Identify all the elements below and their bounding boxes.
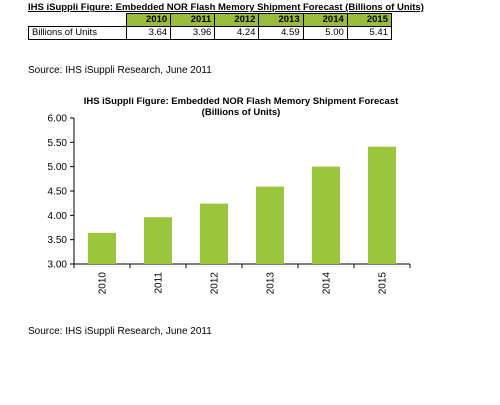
y-tick-label: 4.50	[48, 187, 68, 198]
table-cell: 5.41	[346, 26, 393, 40]
y-tick-label: 3.50	[48, 235, 68, 246]
table-title: IHS iSuppli Figure: Embedded NOR Flash M…	[28, 2, 424, 13]
y-tick-label: 4.00	[48, 211, 68, 222]
source-note-bottom: Source: IHS iSuppli Research, June 2011	[28, 326, 212, 337]
table-cell: 3.96	[170, 26, 216, 40]
x-tick-label: 2011	[154, 272, 165, 294]
x-tick-label: 2015	[378, 272, 389, 295]
bar	[200, 203, 228, 264]
bar	[88, 232, 116, 264]
x-tick-label: 2014	[322, 272, 333, 295]
y-tick-label: 5.50	[48, 138, 68, 149]
bar	[256, 186, 284, 264]
data-table: 2010 2011 2012 2013 2014 2015 Billions o…	[28, 13, 393, 40]
x-tick-label: 2010	[98, 272, 109, 295]
chart-title: IHS iSuppli Figure: Embedded NOR Flash M…	[84, 96, 399, 107]
y-tick-label: 5.00	[48, 162, 68, 173]
table-header-row: 2010 2011 2012 2013 2014 2015	[28, 13, 393, 27]
year-header: 2010	[125, 13, 172, 27]
table-cell: 5.00	[302, 26, 348, 40]
source-note-top: Source: IHS iSuppli Research, June 2011	[28, 65, 212, 76]
year-header: 2011	[170, 13, 216, 27]
x-tick-label: 2012	[210, 272, 221, 295]
bar	[144, 217, 172, 264]
chart-subtitle: (Billions of Units)	[202, 107, 281, 118]
year-header: 2015	[346, 13, 393, 27]
y-tick-label: 3.00	[48, 260, 68, 271]
y-tick-label: 6.00	[48, 114, 68, 125]
year-header: 2014	[302, 13, 348, 27]
table-row: Billions of Units 3.64 3.96 4.24 4.59 5.…	[28, 26, 393, 40]
x-tick-label: 2013	[266, 272, 277, 295]
table-cell: 3.64	[125, 26, 172, 40]
bar	[368, 146, 396, 264]
bar	[312, 166, 340, 264]
